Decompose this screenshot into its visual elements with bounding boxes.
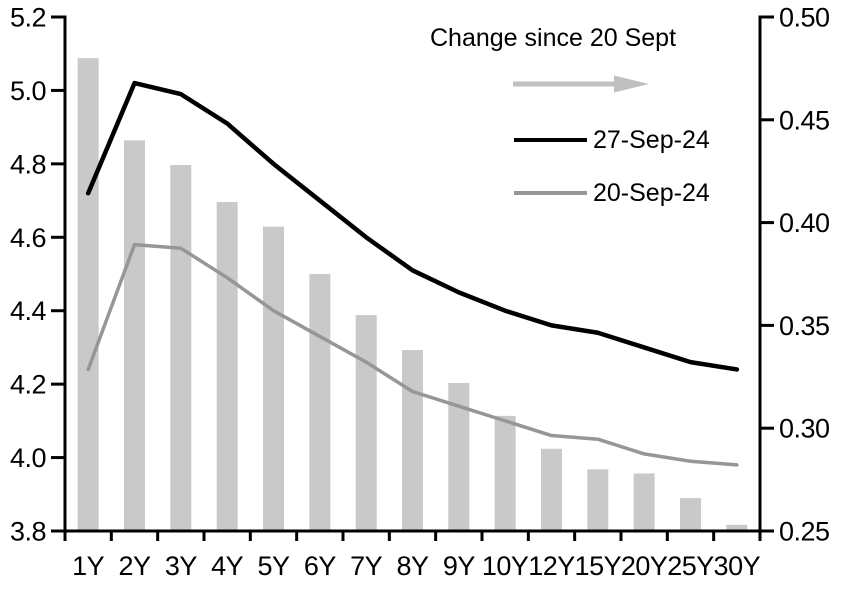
x-axis-label-5Y: 5Y [257, 551, 290, 581]
x-axis-label-7Y: 7Y [350, 551, 383, 581]
bar-25Y [680, 498, 701, 531]
right-axis-tick-label: 0.45 [779, 105, 830, 135]
bar-7Y [355, 315, 377, 531]
bar-10Y [494, 415, 516, 531]
left-axis-tick-label: 4.8 [10, 149, 46, 179]
x-axis-label-25Y: 25Y [667, 551, 714, 581]
x-axis-label-1Y: 1Y [72, 551, 105, 581]
x-axis-label-10Y: 10Y [482, 551, 529, 581]
right-axis-tick-label: 0.25 [779, 517, 830, 547]
x-axis-label-3Y: 3Y [165, 551, 198, 581]
axes [51, 15, 774, 541]
right-axis-tick-label: 0.30 [779, 414, 830, 444]
line-27-Sep-24 [85, 80, 740, 372]
x-axis-label-8Y: 8Y [396, 551, 429, 581]
x-axis-label-2Y: 2Y [118, 551, 151, 581]
bar-3Y [170, 165, 192, 532]
x-axis-label-4Y: 4Y [211, 551, 244, 581]
right-axis-tick-label: 0.35 [779, 311, 830, 341]
black-line-swatch [514, 138, 587, 142]
legend-label-27-sep: 27-Sep-24 [593, 125, 710, 154]
bar-6Y [309, 274, 331, 531]
legend-item-27-sep: 27-Sep-24 [514, 125, 710, 154]
left-axis-tick-label: 3.8 [10, 517, 46, 547]
x-axis-label-15Y: 15Y [575, 551, 622, 581]
right-axis-tick-label: 0.40 [779, 208, 830, 238]
x-axis-label-12Y: 12Y [528, 551, 575, 581]
bar-1Y [77, 58, 99, 532]
axis-tick-labels: 5.2 5.0 4.8 4.6 4.4 4.2 4.0 3.8 0.50 0.45 0.40 0.35… [10, 3, 830, 582]
right-arrow-icon [513, 75, 649, 93]
left-axis-tick-label: 4.4 [10, 296, 47, 326]
x-axis-label-6Y: 6Y [304, 551, 337, 581]
bar-5Y [263, 226, 284, 531]
bar-15Y [587, 469, 609, 531]
bars-change-series [77, 58, 748, 532]
left-axis-tick-label: 5.0 [10, 76, 46, 106]
left-axis-tick-label: 4.6 [10, 223, 46, 253]
gray-line-swatch [514, 191, 587, 195]
x-axis-label-20Y: 20Y [621, 551, 668, 581]
legend-item-20-sep: 20-Sep-24 [514, 178, 710, 207]
x-axis-label-30Y: 30Y [714, 551, 761, 581]
left-axis-tick-label: 5.2 [10, 3, 46, 33]
bar-12Y [541, 448, 562, 531]
right-axis-tick-label: 0.50 [779, 3, 830, 33]
bar-30Y [726, 524, 748, 531]
bar-2Y [124, 140, 145, 532]
bar-8Y [402, 350, 423, 531]
bar-9Y [448, 382, 470, 531]
x-axis-label-9Y: 9Y [443, 551, 476, 581]
legend-label-20-sep: 20-Sep-24 [593, 178, 710, 207]
bar-20Y [633, 473, 655, 531]
line-20-Sep-24 [86, 242, 739, 467]
left-axis-tick-label: 4.0 [10, 443, 46, 473]
bar-4Y [216, 202, 238, 532]
left-axis-tick-label: 4.2 [10, 370, 46, 400]
legend-change-label: Change since 20 Sept [430, 24, 677, 52]
